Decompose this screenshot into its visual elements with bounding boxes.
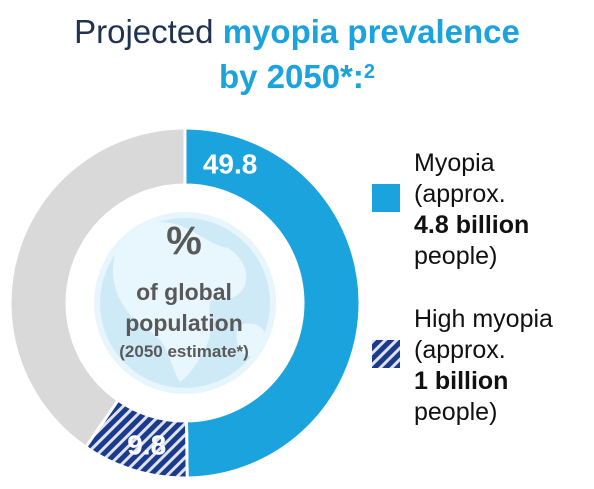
- legend-people-high-myopia: people): [414, 398, 498, 426]
- legend-count-myopia: 4.8 billion: [414, 211, 530, 239]
- title-highlight: myopia prevalence: [222, 13, 520, 50]
- legend-label-high-myopia: High myopia: [414, 305, 553, 333]
- data-label-high-myopia: 9.8: [127, 429, 166, 460]
- legend-swatch-myopia: [372, 184, 400, 212]
- center-line-of-global: of global: [136, 279, 232, 305]
- center-line-population: population: [125, 310, 243, 336]
- legend-swatch-high-myopia: [372, 340, 400, 368]
- legend-people-myopia: people): [414, 242, 498, 270]
- donut-chart: 49.8 9.8 % of global population (2050 es…: [8, 126, 362, 480]
- center-percent-sign: %: [166, 219, 202, 263]
- data-label-myopia: 49.8: [203, 149, 258, 180]
- donut-slice-remainder: [8, 126, 187, 450]
- legend-approx-myopia: (approx.: [414, 180, 506, 208]
- legend-approx-high-myopia: (approx.: [414, 336, 506, 364]
- legend-label-myopia: Myopia: [414, 149, 495, 177]
- title-prefix: Projected: [74, 13, 223, 50]
- footnote-ref: 2: [363, 61, 376, 83]
- legend-count-high-myopia: 1 billion: [414, 367, 509, 395]
- title-highlight-line2: by 2050*:: [218, 58, 364, 95]
- center-line-estimate: (2050 estimate*): [119, 342, 248, 361]
- globe-illustration: [94, 212, 276, 394]
- donut-ring: [8, 126, 362, 480]
- chart-title: Projected myopia prevalence by 2050*:2: [0, 12, 594, 97]
- donut-slice-myopia: [183, 126, 362, 480]
